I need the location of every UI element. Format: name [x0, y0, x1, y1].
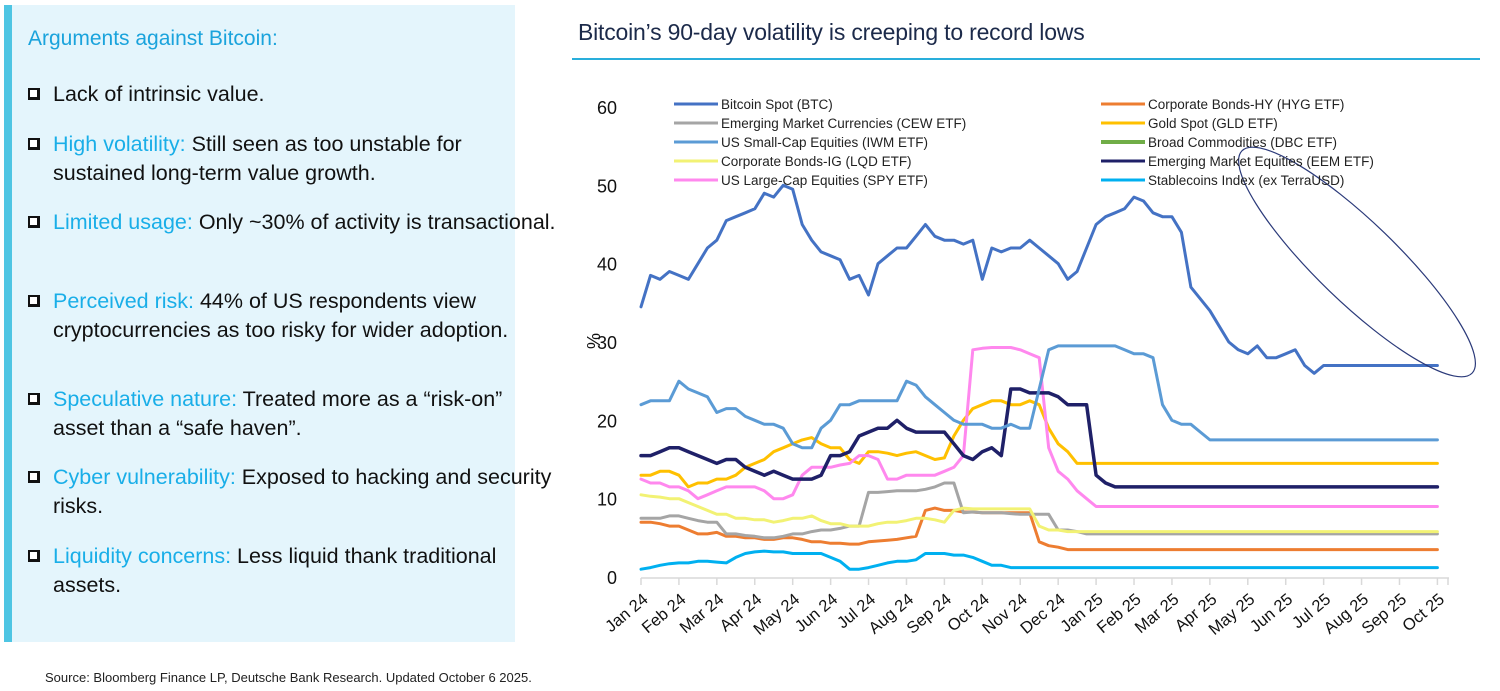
chart-title: Bitcoin’s 90-day volatility is creeping …	[578, 19, 1085, 45]
x-tick-label: Oct 25	[1399, 590, 1448, 635]
legend-label: Gold Spot (GLD ETF)	[1148, 116, 1278, 131]
argument-item: Lack of intrinsic value.	[28, 80, 558, 109]
y-tick-label: 20	[597, 411, 617, 431]
argument-text: 44% of US respondents view cryptocurrenc…	[53, 289, 509, 342]
series-line	[639, 506, 1439, 552]
y-tick-label: 40	[597, 255, 617, 275]
argument-text: Treated more as a “risk-on” asset than a…	[53, 387, 503, 440]
checkbox-icon	[28, 550, 40, 562]
legend-label: US Small-Cap Equities (IWM ETF)	[721, 135, 928, 150]
y-tick-label: 50	[597, 176, 617, 196]
checkbox-icon	[28, 295, 40, 307]
argument-key: Perceived risk:	[53, 289, 194, 313]
x-tick-label: Mar 24	[677, 590, 728, 637]
legend-label: Stablecoins Index (ex TerraUSD)	[1148, 173, 1344, 188]
checkbox-icon	[28, 138, 40, 150]
argument-item: Liquidity concerns: Less liquid thank tr…	[28, 542, 558, 600]
legend-label: Emerging Market Equities (EEM ETF)	[1148, 154, 1374, 169]
argument-item: Cyber vulnerability: Exposed to hacking …	[28, 463, 558, 521]
argument-item: Limited usage: Only ~30% of activity is …	[28, 208, 558, 237]
y-axis-label: %	[584, 333, 604, 349]
checkbox-icon	[28, 393, 40, 405]
checkbox-icon	[28, 88, 40, 100]
y-tick-label: 10	[597, 490, 617, 510]
argument-text: Only ~30% of activity is transactional.	[192, 210, 556, 234]
legend-label: US Large-Cap Equities (SPY ETF)	[721, 173, 928, 188]
argument-item: Perceived risk: 44% of US respondents vi…	[28, 287, 558, 345]
series-line	[639, 549, 1439, 571]
argument-item: Speculative nature: Treated more as a “r…	[28, 385, 558, 443]
checkbox-icon	[28, 216, 40, 228]
checkbox-icon	[28, 471, 40, 483]
legend-label: Broad Commodities (DBC ETF)	[1148, 135, 1337, 150]
series-line	[639, 493, 1439, 534]
argument-text: Still seen as too unstable for sustained…	[53, 132, 462, 185]
arguments-panel	[4, 5, 515, 642]
title-divider	[572, 58, 1480, 60]
y-tick-label: 30	[597, 333, 617, 353]
x-tick-label: Jun 25	[1247, 590, 1297, 636]
argument-key: Speculative nature:	[53, 387, 238, 411]
y-tick-label: 0	[607, 568, 617, 588]
x-tick-label: Mar 25	[1132, 590, 1183, 637]
argument-key: Liquidity concerns:	[53, 544, 232, 568]
argument-text: Exposed to hacking and security risks.	[53, 465, 552, 518]
y-tick-label: 60	[597, 98, 617, 118]
annotation-ellipse	[1237, 146, 1477, 378]
arguments-title: Arguments against Bitcoin:	[28, 27, 278, 50]
x-tick-label: Jun 24	[792, 590, 842, 636]
argument-text: Less liquid thank traditional assets.	[53, 544, 497, 597]
series-line	[639, 481, 1439, 540]
argument-key: Limited usage:	[53, 210, 193, 234]
legend-label: Corporate Bonds-IG (LQD ETF)	[721, 154, 912, 169]
series-line	[639, 399, 1439, 489]
argument-text: Lack of intrinsic value.	[53, 82, 265, 106]
legend-label: Emerging Market Currencies (CEW ETF)	[721, 116, 966, 131]
argument-item: High volatility: Still seen as too unsta…	[28, 130, 558, 188]
legend-label: Corporate Bonds-HY (HYG ETF)	[1148, 97, 1344, 112]
legend-label: Bitcoin Spot (BTC)	[721, 97, 833, 112]
argument-key: Cyber vulnerability:	[53, 465, 236, 489]
series-line	[639, 183, 1439, 375]
argument-key: High volatility:	[53, 132, 186, 156]
source-note: Source: Bloomberg Finance LP, Deutsche B…	[45, 670, 532, 685]
series-line	[639, 346, 1439, 508]
series-line	[639, 344, 1439, 450]
